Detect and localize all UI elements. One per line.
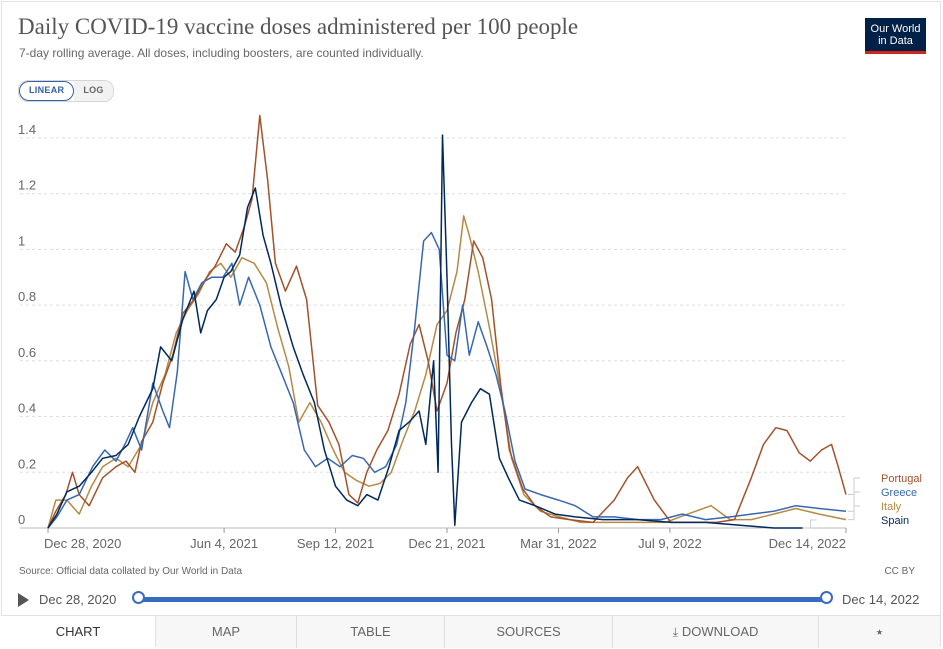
tab-download[interactable]: ⤓ DOWNLOAD xyxy=(613,616,819,648)
line-chart: 0 0.2 0.4 0.6 0.8 1 1.2 1.4 Dec 28, 2020 Jun 4, … xyxy=(18,114,922,551)
y-tick-label: 0.8 xyxy=(18,289,36,304)
share-icon: ⭑ xyxy=(875,624,884,639)
linear-scale-button[interactable]: LINEAR xyxy=(19,81,75,101)
download-icon: ⤓ xyxy=(672,625,678,639)
y-tick-label: 0.2 xyxy=(18,456,36,471)
series-labels: Portugal Greece Italy Spain xyxy=(804,473,922,529)
play-icon[interactable] xyxy=(18,593,29,607)
series-line-spain xyxy=(47,134,803,529)
tab-sources[interactable]: SOURCES xyxy=(445,616,613,648)
series-lines xyxy=(47,114,847,529)
label-connector xyxy=(848,505,860,521)
series-label-portugal: Portugal xyxy=(881,473,922,485)
label-connector xyxy=(848,477,860,496)
timeline: Dec 28, 2020 Dec 14, 2022 xyxy=(18,590,928,610)
x-tick-label: Dec 14, 2022 xyxy=(769,536,846,551)
x-tick-label: Sep 12, 2021 xyxy=(297,536,374,551)
tab-chart[interactable]: CHART xyxy=(1,616,156,648)
license-link[interactable]: CC BY xyxy=(884,566,915,577)
scale-toggle: LINEAR LOG xyxy=(18,80,114,102)
series-label-spain: Spain xyxy=(881,515,909,527)
y-tick-label: 0 xyxy=(18,512,25,527)
timeline-start-label: Dec 28, 2020 xyxy=(39,592,117,607)
series-label-italy: Italy xyxy=(881,501,902,513)
y-tick-label: 1.2 xyxy=(18,178,36,193)
series-label-greece: Greece xyxy=(881,487,917,499)
bottom-tabs: CHART MAP TABLE SOURCES ⤓ DOWNLOAD ⭑ xyxy=(1,615,940,648)
x-axis-ticks: Dec 28, 2020 Jun 4, 2021 Sep 12, 2021 Dec 2… xyxy=(44,528,847,551)
tab-table[interactable]: TABLE xyxy=(297,616,445,648)
timeline-track[interactable] xyxy=(139,597,826,602)
x-tick-label: Jul 9, 2022 xyxy=(638,536,702,551)
label-connector xyxy=(848,491,860,512)
x-tick-label: Dec 28, 2020 xyxy=(44,536,121,551)
chart-title: Daily COVID-19 vaccine doses administere… xyxy=(18,14,579,39)
series-line-greece xyxy=(47,231,847,529)
x-tick-label: Jun 4, 2021 xyxy=(190,536,258,551)
download-label: DOWNLOAD xyxy=(681,624,759,639)
chart-subtitle: 7-day rolling average. All doses, includ… xyxy=(19,46,424,60)
x-tick-label: Mar 31, 2022 xyxy=(520,536,597,551)
share-button[interactable]: ⭑ xyxy=(819,616,940,648)
y-tick-label: 0.6 xyxy=(18,345,36,360)
timeline-end-label: Dec 14, 2022 xyxy=(842,592,920,607)
source-note[interactable]: Source: Official data collated by Our Wo… xyxy=(19,566,243,577)
y-tick-label: 1.4 xyxy=(18,122,36,137)
logo-line-1: Our World xyxy=(870,23,921,35)
log-scale-button[interactable]: LOG xyxy=(74,81,113,101)
timeline-end-handle[interactable] xyxy=(820,591,833,604)
y-axis-ticks: 0 0.2 0.4 0.6 0.8 1 1.2 1.4 xyxy=(18,122,36,527)
series-line-portugal xyxy=(47,114,847,529)
series-line-italy xyxy=(47,215,847,529)
tab-map[interactable]: MAP xyxy=(156,616,297,648)
owid-logo[interactable]: Our World in Data xyxy=(865,18,926,54)
y-tick-label: 1 xyxy=(18,233,25,248)
timeline-start-handle[interactable] xyxy=(132,591,145,604)
logo-line-2: in Data xyxy=(878,35,913,47)
grid-lines xyxy=(20,137,846,529)
label-connector xyxy=(804,519,817,529)
x-tick-label: Dec 21, 2021 xyxy=(408,536,485,551)
y-tick-label: 0.4 xyxy=(18,401,36,416)
